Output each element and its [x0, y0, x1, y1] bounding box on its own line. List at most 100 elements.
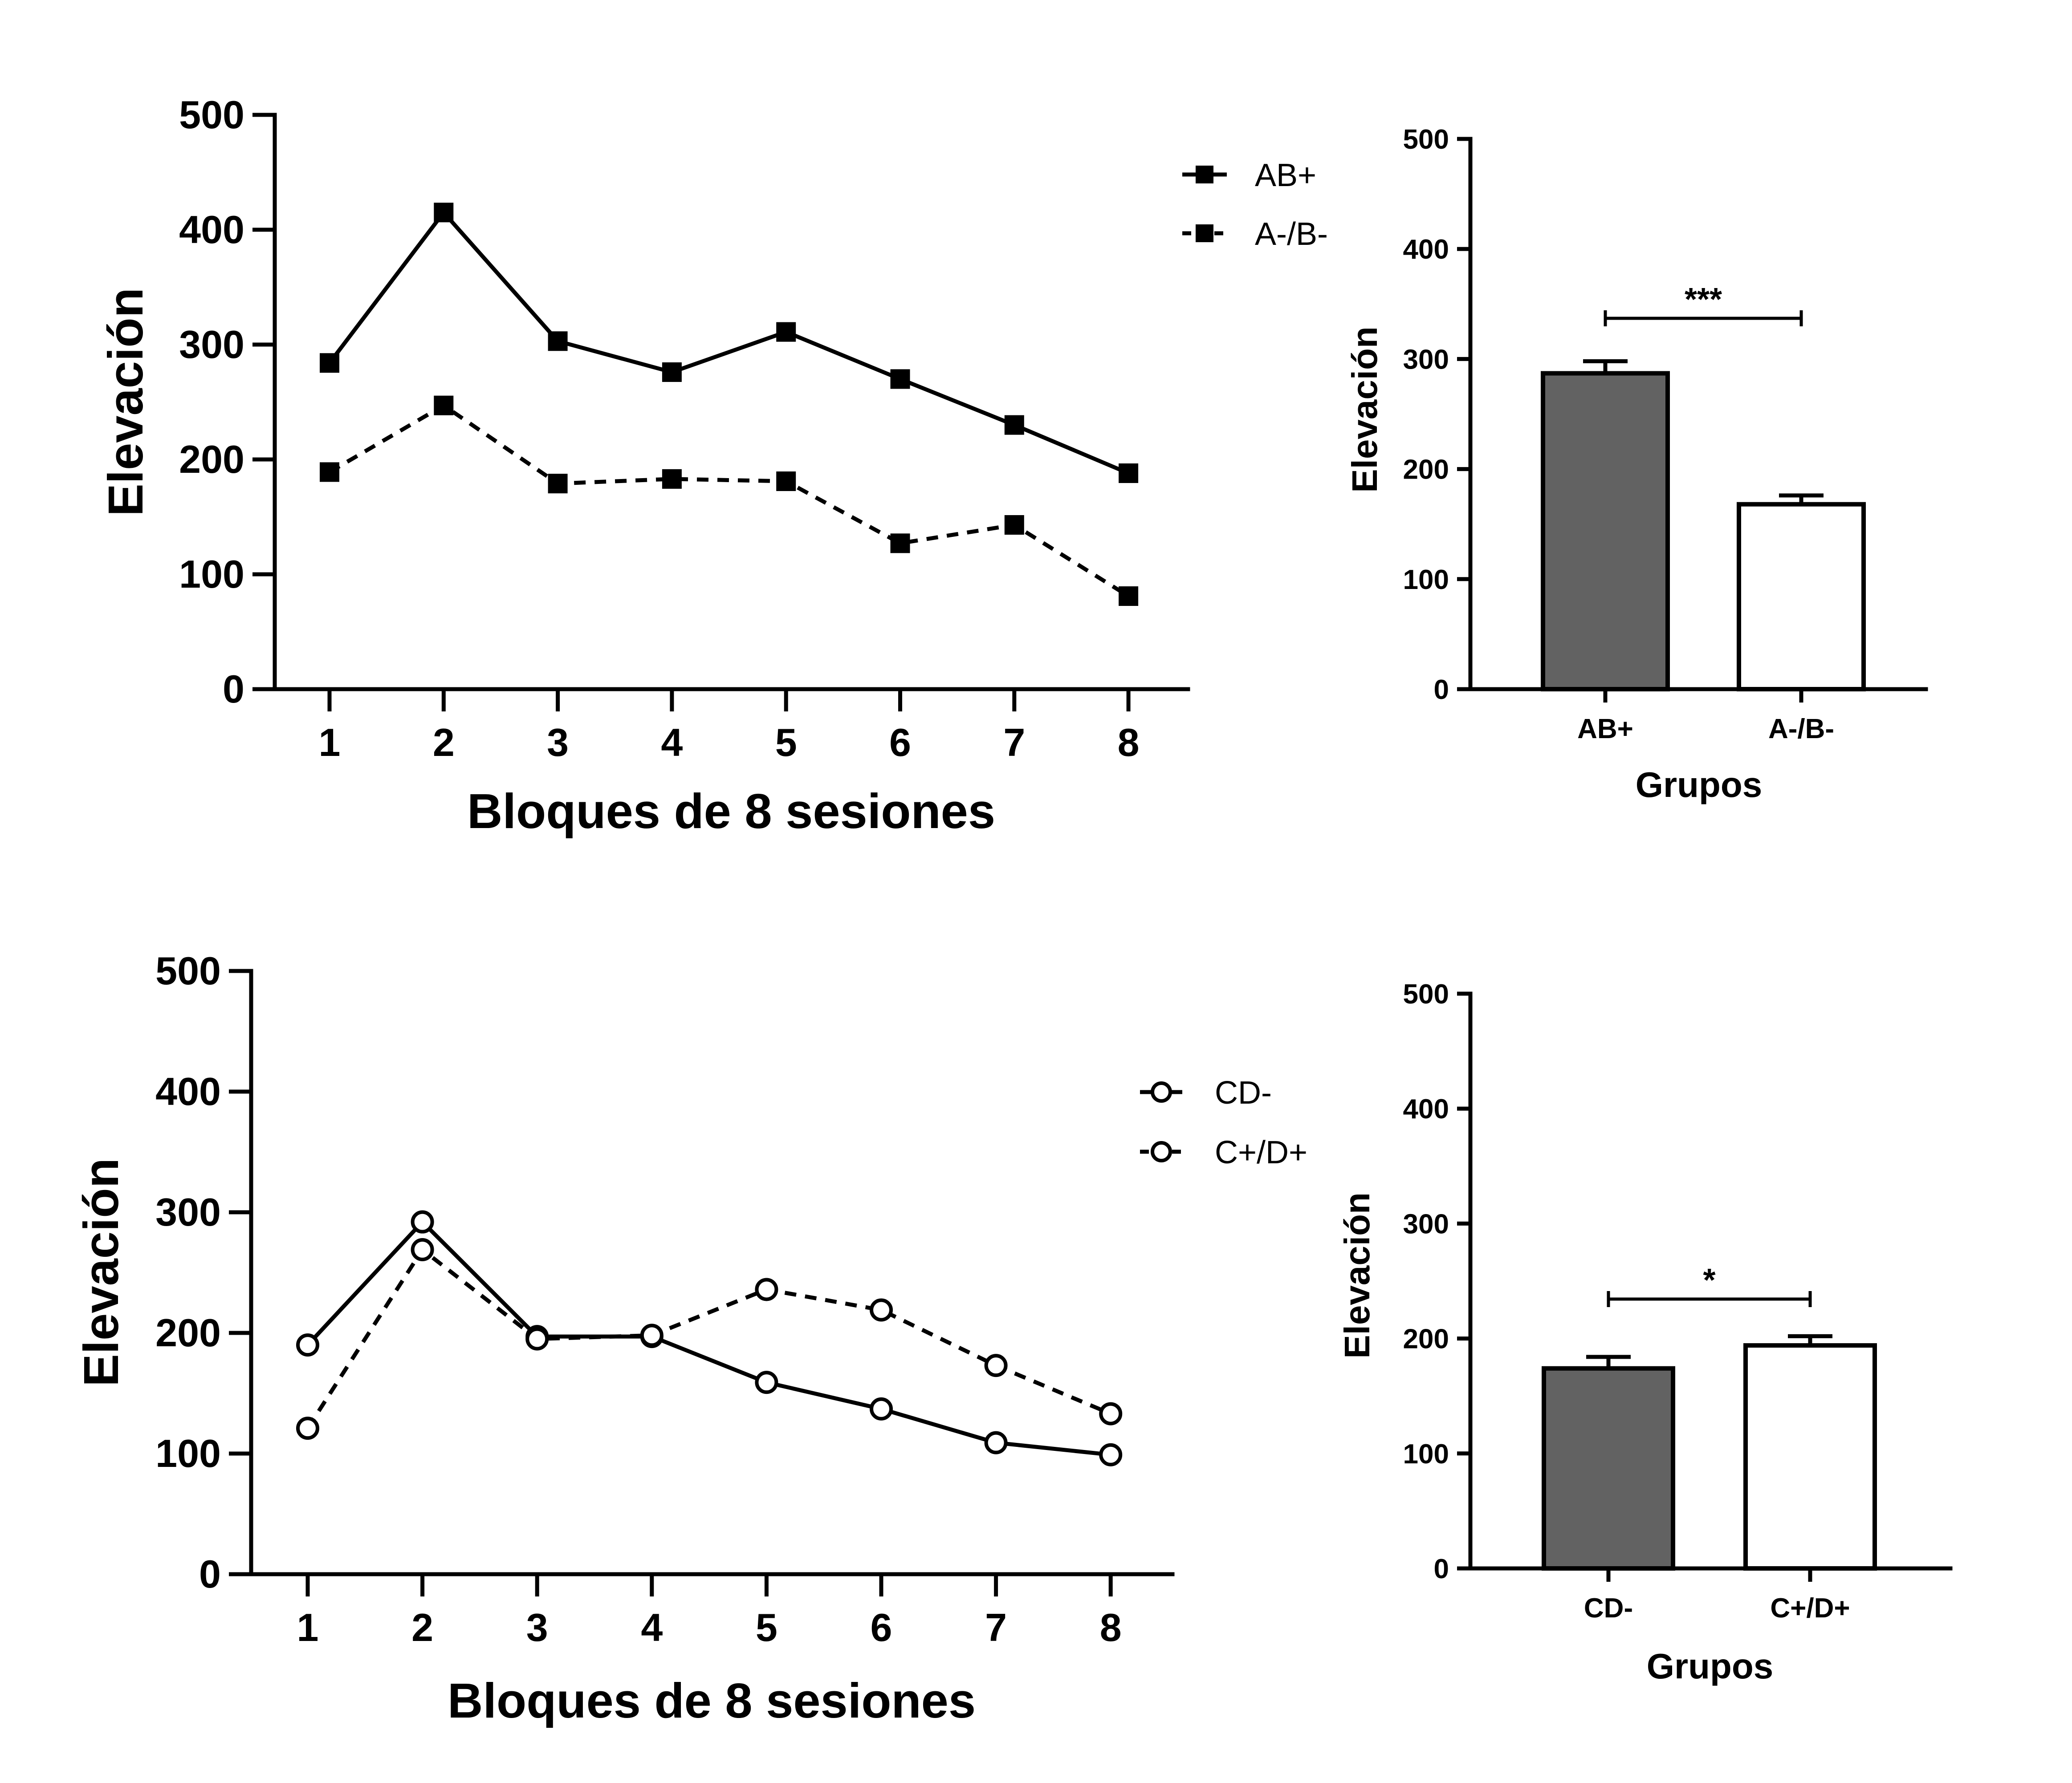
- x-ticks: 1 2 3 4 5 6 7 8: [319, 689, 1140, 764]
- data-point-series-1: [1099, 1443, 1123, 1466]
- y-tick-label: 500: [155, 949, 221, 993]
- bar-2: [1743, 1343, 1877, 1571]
- y-tick-label: 500: [1403, 124, 1449, 155]
- data-point-series-1: [296, 1333, 319, 1357]
- x-tick-label: 4: [661, 720, 683, 764]
- data-point-series-1: [1004, 415, 1024, 435]
- series-layer: [320, 203, 1139, 606]
- x-ticks: CD- C+/D+: [1584, 1568, 1850, 1624]
- y-tick-label: 400: [1403, 1094, 1449, 1125]
- series-line-2: [306, 1247, 1111, 1430]
- data-point-series-1: [890, 369, 910, 389]
- data-point-series-2: [548, 474, 568, 494]
- x-tick-label: A-/B-: [1768, 714, 1834, 744]
- legend: CD- C+/D+: [1140, 1075, 1307, 1170]
- y-tick-label: 100: [179, 552, 244, 596]
- x-tick-label: 5: [775, 720, 797, 764]
- data-point-series-2: [870, 1298, 893, 1322]
- series-line-2: [328, 403, 1130, 598]
- data-point-series-1: [411, 1210, 434, 1234]
- data-point-series-2: [1099, 1402, 1123, 1426]
- y-tick-label: 100: [1403, 565, 1449, 595]
- legend-item-ab-plus: AB+: [1182, 158, 1316, 193]
- bars: [1542, 1334, 1877, 1571]
- x-axis-label: Grupos: [1636, 765, 1762, 804]
- legend-item-a-b-minus: A-/B-: [1182, 216, 1328, 252]
- x-tick-label: 1: [297, 1605, 319, 1649]
- legend-marker: [1151, 1141, 1172, 1162]
- legend-item-c-d-plus: C+/D+: [1140, 1135, 1307, 1170]
- data-point-series-2: [776, 471, 796, 491]
- data-point-series-2: [1119, 586, 1139, 606]
- data-point-series-2: [296, 1417, 319, 1440]
- data-point-series-1: [984, 1431, 1008, 1454]
- y-tick-label: 0: [199, 1552, 221, 1596]
- x-ticks: AB+ A-/B-: [1577, 689, 1834, 744]
- data-point-series-1: [870, 1397, 893, 1421]
- bar-chart-bottom: 0 100 200 300 400 500 CD- C+/D+ * Grupos Eleva…: [1337, 979, 1953, 1686]
- bar-chart-top: 0 100 200 300 400 500 AB+ A-/B- *** Grupos Ele…: [1345, 124, 1928, 804]
- data-point-series-2: [320, 462, 339, 482]
- legend-marker: [1151, 1081, 1172, 1103]
- y-axis-label: Elevación: [1337, 1192, 1377, 1359]
- y-axis-label: Elevación: [74, 1158, 129, 1387]
- legend: AB+ A-/B-: [1182, 158, 1328, 252]
- data-point-series-2: [411, 1238, 434, 1262]
- data-point-series-2: [1004, 515, 1024, 535]
- y-tick-label: 200: [1403, 1324, 1449, 1355]
- bar-2: [1737, 502, 1866, 691]
- y-tick-label: 400: [1403, 234, 1449, 265]
- x-tick-label: C+/D+: [1770, 1593, 1850, 1624]
- x-tick-label: 1: [319, 720, 341, 764]
- x-tick-label: 5: [756, 1605, 778, 1649]
- y-tick-label: 0: [1434, 1554, 1449, 1584]
- y-tick-label: 500: [1403, 979, 1449, 1010]
- y-tick-label: 300: [155, 1190, 221, 1234]
- y-ticks: 0 100 200 300 400 500: [155, 949, 251, 1596]
- y-tick-label: 300: [1403, 1209, 1449, 1239]
- data-point-series-2: [755, 1278, 778, 1301]
- y-tick-label: 200: [179, 437, 244, 481]
- x-tick-label: 8: [1118, 720, 1140, 764]
- legend-marker: [1196, 166, 1213, 183]
- significance-bracket: *: [1607, 1263, 1812, 1307]
- x-tick-label: 2: [411, 1605, 433, 1649]
- data-point-series-1: [434, 203, 454, 223]
- bar-1: [1542, 1366, 1675, 1571]
- y-tick-label: 300: [179, 322, 244, 366]
- x-axis-label: Bloques de 8 sesiones: [467, 784, 995, 839]
- series-layer: [296, 1210, 1123, 1466]
- data-point-series-1: [755, 1371, 778, 1394]
- x-axis-label: Bloques de 8 sesiones: [448, 1673, 976, 1728]
- significance-label: ***: [1685, 282, 1722, 317]
- x-tick-label: 6: [871, 1605, 892, 1649]
- data-point-series-1: [320, 353, 339, 373]
- y-axis-label: Elevación: [1345, 326, 1384, 493]
- data-point-series-2: [984, 1354, 1008, 1377]
- data-point-series-2: [890, 533, 910, 553]
- legend-label: A-/B-: [1255, 216, 1328, 252]
- legend-item-cd-minus: CD-: [1140, 1075, 1272, 1111]
- significance-bracket: ***: [1604, 282, 1803, 326]
- legend-marker: [1196, 224, 1213, 242]
- y-tick-label: 200: [1403, 455, 1449, 485]
- y-tick-label: 300: [1403, 344, 1449, 375]
- x-tick-label: 7: [1003, 720, 1025, 764]
- data-point-series-1: [1119, 463, 1139, 483]
- line-chart-bottom: 0 100 200 300 400 500 1 2 3 4 5 6 7 8 Bloques de 8 s…: [74, 949, 1307, 1728]
- x-tick-label: 7: [985, 1605, 1007, 1649]
- x-tick-label: 4: [641, 1605, 663, 1649]
- y-ticks: 0 100 200 300 400 500: [179, 93, 275, 711]
- data-point-series-1: [662, 362, 682, 382]
- data-point-series-2: [640, 1324, 664, 1347]
- x-axis-label: Grupos: [1647, 1646, 1773, 1686]
- x-ticks: 1 2 3 4 5 6 7 8: [297, 1574, 1122, 1649]
- y-tick-label: 100: [1403, 1439, 1449, 1470]
- data-point-series-1: [776, 322, 796, 342]
- significance-label: *: [1703, 1263, 1715, 1298]
- series-line-1: [306, 1220, 1111, 1457]
- y-axis-label: Elevación: [98, 288, 153, 516]
- y-tick-label: 0: [1434, 674, 1449, 705]
- y-tick-label: 100: [155, 1431, 221, 1475]
